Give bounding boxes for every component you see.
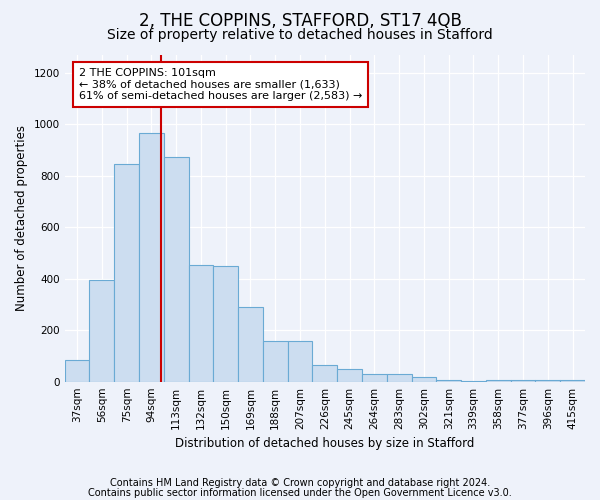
Bar [287, 340, 313, 382]
X-axis label: Distribution of detached houses by size in Stafford: Distribution of detached houses by size … [175, 437, 475, 450]
Bar [535, 380, 560, 382]
Bar [214, 266, 238, 382]
Y-axis label: Number of detached properties: Number of detached properties [15, 126, 28, 312]
Bar [65, 360, 89, 382]
Text: Contains HM Land Registry data © Crown copyright and database right 2024.: Contains HM Land Registry data © Crown c… [110, 478, 490, 488]
Bar [114, 164, 139, 382]
Bar [337, 369, 362, 382]
Bar [313, 365, 337, 382]
Bar [188, 264, 214, 382]
Text: 2, THE COPPINS, STAFFORD, ST17 4QB: 2, THE COPPINS, STAFFORD, ST17 4QB [139, 12, 461, 30]
Text: 2 THE COPPINS: 101sqm
← 38% of detached houses are smaller (1,633)
61% of semi-d: 2 THE COPPINS: 101sqm ← 38% of detached … [79, 68, 362, 101]
Bar [263, 340, 287, 382]
Text: Size of property relative to detached houses in Stafford: Size of property relative to detached ho… [107, 28, 493, 42]
Bar [238, 307, 263, 382]
Bar [412, 376, 436, 382]
Text: Contains public sector information licensed under the Open Government Licence v3: Contains public sector information licen… [88, 488, 512, 498]
Bar [560, 380, 585, 382]
Bar [164, 156, 188, 382]
Bar [139, 134, 164, 382]
Bar [461, 381, 486, 382]
Bar [89, 280, 114, 382]
Bar [436, 380, 461, 382]
Bar [486, 380, 511, 382]
Bar [511, 380, 535, 382]
Bar [387, 374, 412, 382]
Bar [362, 374, 387, 382]
